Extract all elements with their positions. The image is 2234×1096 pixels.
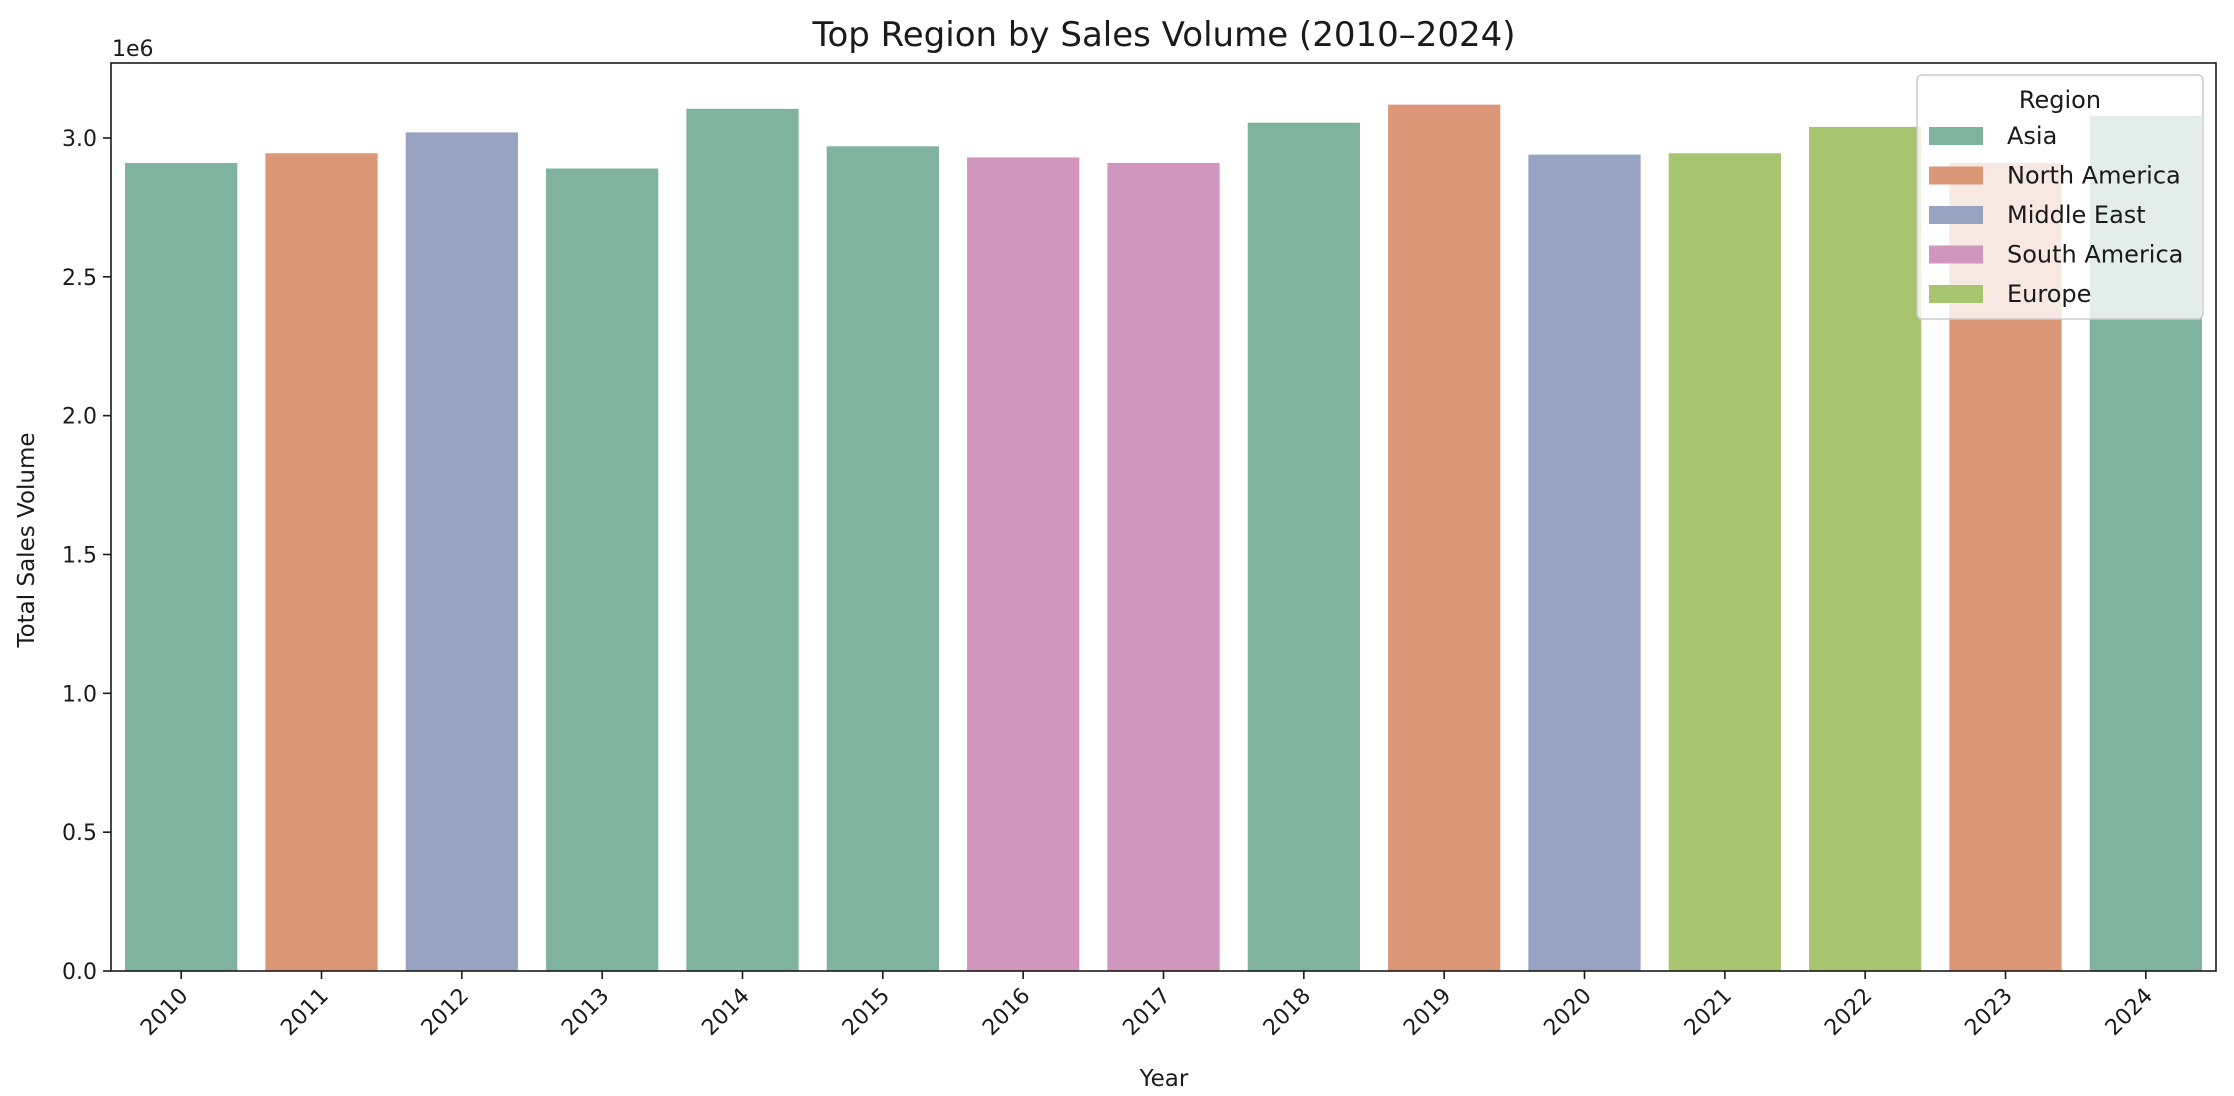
bar-2017 <box>1107 162 1220 971</box>
legend-swatch <box>1929 166 1983 185</box>
y-tick-label: 2.5 <box>62 266 97 291</box>
x-tick-label: 2021 <box>1680 984 1737 1041</box>
legend-label: Middle East <box>2007 201 2146 229</box>
y-tick-label: 1.5 <box>62 543 97 568</box>
bar-2019 <box>1388 104 1501 972</box>
bar-2011 <box>265 153 378 972</box>
y-ticks: 0.0 0.5 1.0 1.5 2.0 2.5 3.0 <box>62 127 111 985</box>
legend-title: Region <box>2019 86 2101 114</box>
legend-label: Asia <box>2007 122 2057 150</box>
legend-swatch <box>1929 206 1983 224</box>
x-tick-label: 2014 <box>697 984 754 1041</box>
bar-2022 <box>1809 126 1922 972</box>
x-tick-label: 2010 <box>136 984 193 1041</box>
y-tick-label: 2.0 <box>62 405 97 430</box>
legend-label: Europe <box>2007 280 2091 308</box>
x-tick-label: 2023 <box>1960 984 2017 1041</box>
y-axis-label: Total Sales Volume <box>14 432 40 648</box>
legend-box <box>1916 74 2204 320</box>
legend-swatch <box>1929 285 1983 303</box>
x-tick-label: 2018 <box>1259 984 1316 1041</box>
y-tick-label: 3.0 <box>62 127 97 152</box>
x-tick-label: 2017 <box>1118 984 1175 1041</box>
y-tick-label: 1.0 <box>62 682 97 707</box>
legend-swatch <box>1929 127 1983 145</box>
legend: Region Asia North America Middle East South … <box>1916 74 2204 320</box>
x-tick-label: 2020 <box>1539 984 1596 1041</box>
x-tick-label: 2022 <box>1820 984 1877 1041</box>
x-tick-label: 2019 <box>1399 984 1456 1041</box>
plot-frame <box>110 62 2217 972</box>
x-ticks: 2010 2011 2012 2013 2014 2015 2016 2017 2018 2019… <box>136 971 2158 1041</box>
bars-group <box>125 104 2202 972</box>
bar-2014 <box>686 108 799 971</box>
x-axis-label: Year <box>1139 1066 1189 1092</box>
bar-2015 <box>826 146 939 972</box>
x-tick-label: 2013 <box>557 984 614 1041</box>
x-tick-label: 2012 <box>417 984 474 1041</box>
x-tick-label: 2024 <box>2101 984 2158 1041</box>
x-tick-label: 2015 <box>838 984 895 1041</box>
chart-title: Top Region by Sales Volume (2010–2024) <box>811 15 1515 55</box>
bar-2021 <box>1668 153 1781 972</box>
bar-2020 <box>1528 154 1641 971</box>
y-tick-label: 0.0 <box>62 960 97 985</box>
bar-2013 <box>546 168 659 971</box>
x-tick-label: 2016 <box>978 984 1035 1041</box>
bar-2018 <box>1247 122 1360 971</box>
legend-label: North America <box>2007 162 2181 190</box>
legend-swatch <box>1929 245 1983 264</box>
bar-2012 <box>405 132 518 972</box>
bar-2010 <box>125 162 238 971</box>
x-tick-label: 2011 <box>276 984 333 1041</box>
legend-label: South America <box>2007 241 2183 269</box>
y-tick-label: 0.5 <box>62 821 97 846</box>
bar-2016 <box>967 157 1080 971</box>
y-offset-label: 1e6 <box>112 37 154 62</box>
